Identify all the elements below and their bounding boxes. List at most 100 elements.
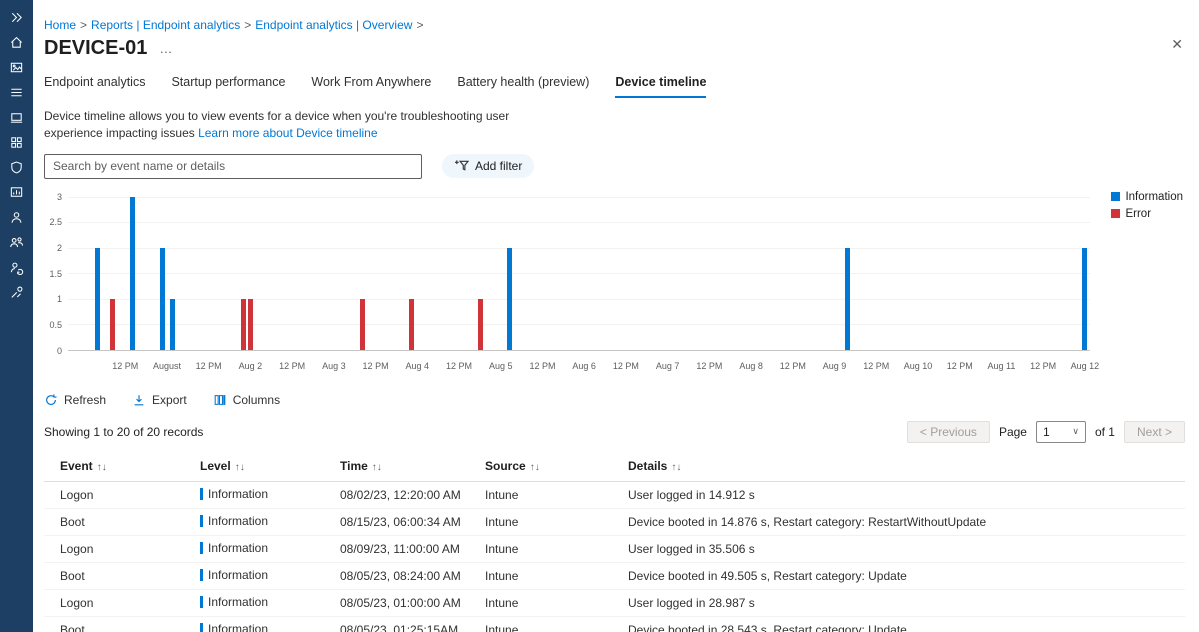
tab-endpoint-analytics[interactable]: Endpoint analytics	[44, 75, 146, 89]
legend-swatch	[1111, 209, 1121, 219]
columns-button[interactable]: Columns	[213, 393, 280, 407]
export-button[interactable]: Export	[132, 393, 187, 407]
breadcrumb-link[interactable]: Reports | Endpoint analytics	[91, 18, 241, 32]
cell-source: Intune	[485, 589, 628, 617]
next-page-button[interactable]: Next >	[1123, 420, 1185, 443]
chart-x-tick-label: Aug 5	[488, 360, 513, 371]
table-row[interactable]: Boot Information 08/05/23, 08:24:00 AM Intu…	[44, 562, 1185, 590]
groups-icon[interactable]	[0, 230, 33, 255]
left-nav	[0, 0, 33, 632]
column-header-details[interactable]: Details ↑↓	[628, 450, 1185, 482]
tab-device-timeline[interactable]: Device timeline	[615, 75, 707, 98]
table-row[interactable]: Logon Information 08/05/23, 01:00:00 AM Int…	[44, 589, 1185, 617]
description-body: Device timeline allows you to view event…	[44, 109, 510, 140]
more-actions-icon[interactable]: …	[159, 41, 175, 56]
chart-y-axis: 3 2.5 2 1.5 1 0.5 0	[44, 192, 64, 356]
level-indicator-bar	[200, 595, 203, 608]
chart-bar-information	[507, 247, 513, 350]
cell-source: Intune	[485, 481, 628, 509]
chart-bar-information	[170, 298, 176, 350]
tab-work-from-anywhere[interactable]: Work From Anywhere	[311, 75, 432, 89]
table-row[interactable]: Boot Information 08/05/23, 01:25:15AM Intun…	[44, 616, 1185, 632]
level-indicator-bar	[200, 541, 203, 554]
chart-x-tick-label: Aug 12	[1070, 360, 1100, 371]
chart-x-tick-label: August	[152, 360, 181, 371]
tab-battery-health-preview[interactable]: Battery health (preview)	[457, 75, 590, 89]
add-filter-icon	[454, 159, 469, 173]
chart-gridline	[68, 222, 1090, 224]
chart-x-tick-label: Aug 3	[322, 360, 346, 371]
cell-details: User logged in 28.987 s	[628, 589, 1185, 617]
cell-level: Information	[200, 481, 340, 509]
chart-bar-error	[109, 298, 115, 350]
legend-label: Information	[1125, 190, 1183, 203]
chart-x-tick-label: Aug 10	[903, 360, 933, 371]
table-row[interactable]: Boot Information 08/15/23, 06:00:34 AM Intu…	[44, 508, 1185, 536]
cell-event: Boot	[44, 562, 200, 590]
chart-x-tick-label: 12 PM	[362, 360, 389, 371]
cell-details: Device booted in 49.505 s, Restart categ…	[628, 562, 1185, 590]
level-cell: Information	[200, 514, 268, 528]
search-input[interactable]	[44, 153, 422, 179]
chart-plot-area	[68, 196, 1090, 351]
pagination: < Previous Page 1 ∨ of 1 Next >	[906, 420, 1185, 443]
tab-startup-performance[interactable]: Startup performance	[171, 75, 286, 89]
collapse-chevrons-icon[interactable]	[0, 5, 33, 30]
users-icon[interactable]	[0, 205, 33, 230]
all-services-icon[interactable]	[0, 80, 33, 105]
chart-x-tick-label: 12 PM	[1030, 360, 1057, 371]
chart-y-tick-label: 1.5	[49, 268, 62, 279]
cell-level: Information	[200, 562, 340, 590]
close-icon[interactable]: ✕	[1171, 36, 1183, 52]
export-icon	[132, 393, 146, 407]
breadcrumb-link[interactable]: Home	[44, 18, 77, 32]
page-title: DEVICE-01	[44, 37, 148, 59]
refresh-label: Refresh	[64, 392, 107, 407]
chart-x-tick-label: Aug 8	[739, 360, 763, 371]
dashboard-icon[interactable]	[0, 55, 33, 80]
apps-icon[interactable]	[0, 130, 33, 155]
table-row[interactable]: Logon Information 08/09/23, 11:00:00 AM Int…	[44, 535, 1185, 563]
columns-label: Columns	[232, 392, 281, 407]
reports-icon[interactable]	[0, 180, 33, 205]
cell-event: Logon	[44, 481, 200, 509]
tenant-administration-icon[interactable]	[0, 255, 33, 280]
page-number-select[interactable]: 1 ∨	[1035, 420, 1086, 443]
records-status: Showing 1 to 20 of 20 records	[44, 424, 204, 439]
chart-bar-error	[409, 298, 415, 350]
chevron-down-icon: ∨	[1072, 426, 1079, 437]
level-label: Information	[208, 486, 269, 501]
chart-y-tick-label: 0.5	[49, 319, 62, 330]
level-indicator-bar	[200, 622, 203, 632]
column-header-event[interactable]: Event ↑↓	[44, 450, 200, 482]
add-filter-button[interactable]: Add filter	[442, 154, 535, 179]
level-cell: Information	[200, 487, 268, 501]
devices-icon[interactable]	[0, 105, 33, 130]
level-label: Information	[208, 594, 269, 609]
title-row: DEVICE-01 …	[44, 37, 1185, 60]
previous-page-button[interactable]: < Previous	[906, 420, 990, 443]
chart-x-tick-label: Aug 4	[405, 360, 430, 371]
column-header-label: Event	[60, 458, 93, 473]
level-label: Information	[208, 540, 269, 555]
cell-event: Boot	[44, 508, 200, 536]
cell-source: Intune	[485, 616, 628, 632]
column-header-level[interactable]: Level ↑↓	[200, 450, 340, 482]
page-of-label: of 1	[1094, 424, 1115, 439]
chart-gridline	[68, 298, 1090, 300]
column-header-source[interactable]: Source ↑↓	[485, 450, 628, 482]
page-number-value: 1	[1042, 424, 1050, 439]
chart-bar-error	[360, 298, 366, 350]
learn-more-link[interactable]: Learn more about Device timeline	[198, 125, 378, 140]
cell-time: 08/05/23, 01:00:00 AM	[340, 589, 485, 617]
cell-details: User logged in 14.912 s	[628, 481, 1185, 509]
troubleshooting-icon[interactable]	[0, 280, 33, 305]
refresh-button[interactable]: Refresh	[44, 393, 106, 407]
column-header-time[interactable]: Time ↑↓	[340, 450, 485, 482]
legend-swatch	[1111, 192, 1121, 202]
table-row[interactable]: Logon Information 08/02/23, 12:20:00 AM Int…	[44, 481, 1185, 509]
breadcrumb-link[interactable]: Endpoint analytics | Overview	[255, 18, 413, 32]
home-icon[interactable]	[0, 30, 33, 55]
endpoint-security-icon[interactable]	[0, 155, 33, 180]
chart-bar-information	[130, 196, 136, 350]
